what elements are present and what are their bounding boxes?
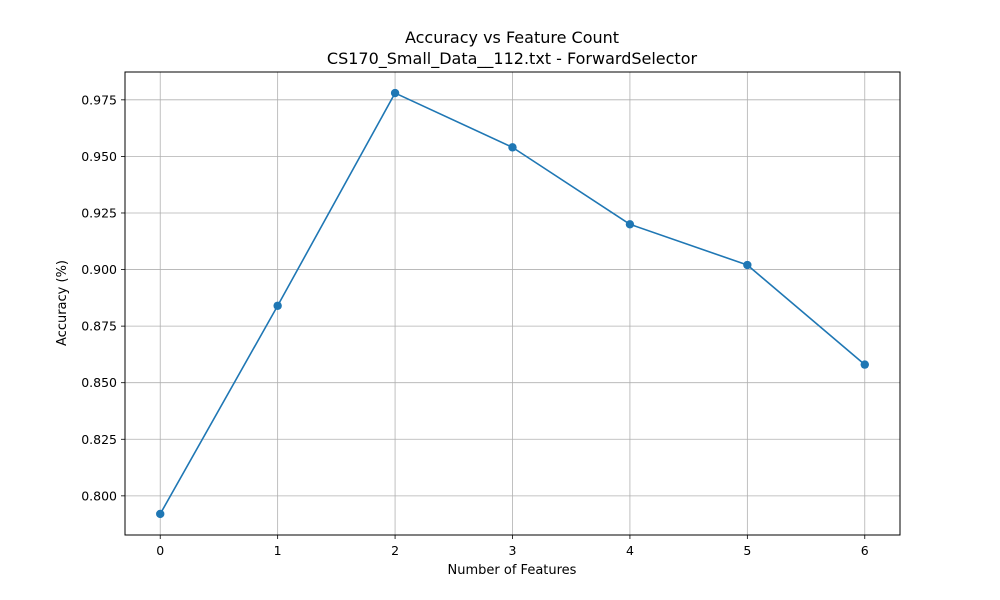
x-tick-label: 1 xyxy=(274,543,282,558)
data-point xyxy=(273,301,282,310)
y-tick-label: 0.950 xyxy=(81,149,117,164)
x-tick-label: 6 xyxy=(861,543,869,558)
x-tick-label: 3 xyxy=(509,543,517,558)
chart-title: Accuracy vs Feature Count xyxy=(405,28,619,47)
y-tick-label: 0.975 xyxy=(81,92,117,107)
y-tick-label: 0.850 xyxy=(81,375,117,390)
y-tick-label: 0.825 xyxy=(81,432,117,447)
data-point xyxy=(390,88,400,98)
data-series xyxy=(156,88,869,519)
y-tick-label: 0.800 xyxy=(81,488,117,503)
axis-ticks: 0 1 2 3 4 5 6 0.800 0.825 0.850 0.875 0.900 0.925 0.9… xyxy=(81,92,869,558)
grid-lines xyxy=(125,72,900,535)
y-tick-label: 0.875 xyxy=(81,319,117,334)
data-point xyxy=(156,509,165,519)
y-tick-label: 0.900 xyxy=(81,262,117,277)
data-point xyxy=(625,220,635,229)
y-axis-label: Accuracy (%) xyxy=(55,260,70,346)
x-tick-label: 5 xyxy=(743,543,751,558)
data-point xyxy=(508,143,517,152)
x-tick-label: 4 xyxy=(626,543,634,558)
x-tick-label: 2 xyxy=(391,543,399,558)
x-axis-label: Number of Features xyxy=(448,563,577,578)
data-point xyxy=(860,360,869,369)
chart-subtitle: CS170_Small_Data__112.txt - ForwardSelec… xyxy=(327,49,698,69)
x-tick-label: 0 xyxy=(156,543,164,558)
data-point xyxy=(743,260,752,270)
y-tick-label: 0.925 xyxy=(81,205,117,220)
